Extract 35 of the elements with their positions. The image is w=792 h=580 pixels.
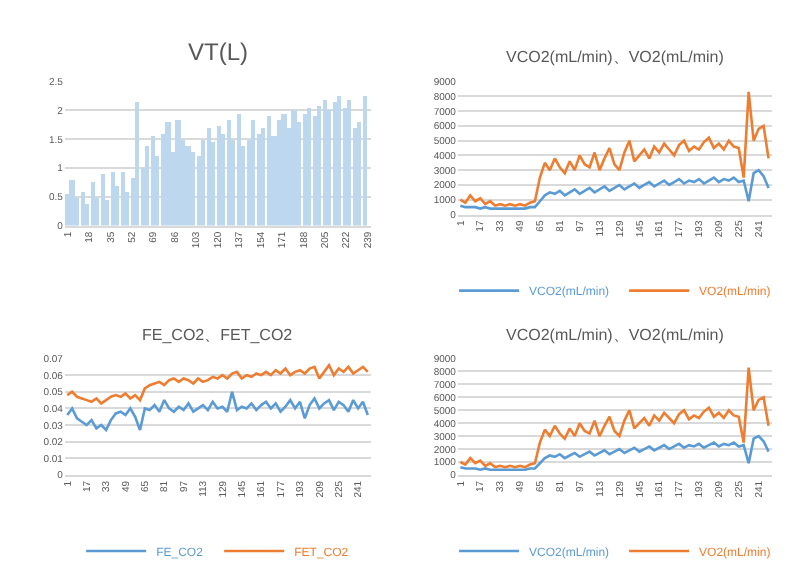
line-series xyxy=(66,390,370,432)
bar xyxy=(236,113,241,226)
bar xyxy=(68,179,75,226)
bar xyxy=(226,119,231,226)
bar xyxy=(120,171,125,226)
chart-title: FE_CO2、FET_CO2 xyxy=(142,326,294,344)
bar xyxy=(302,113,307,226)
bar xyxy=(306,107,311,226)
bar xyxy=(266,115,271,226)
chart-title: VT(L) xyxy=(188,38,249,66)
chart-title: VCO2(mL/min)、VO2(mL/min) xyxy=(506,326,725,344)
bar xyxy=(164,121,171,226)
bar xyxy=(316,105,321,226)
bar xyxy=(150,135,155,226)
bar xyxy=(206,127,211,226)
bar xyxy=(332,101,337,226)
bar xyxy=(216,125,221,226)
line-series xyxy=(459,168,770,210)
line-series xyxy=(459,90,770,207)
bar xyxy=(134,101,139,226)
bar xyxy=(100,173,105,226)
bar xyxy=(346,99,351,226)
bar xyxy=(110,171,115,226)
line-series xyxy=(66,363,370,405)
bar xyxy=(174,119,181,226)
bar xyxy=(362,95,367,226)
bar xyxy=(250,119,255,226)
bar xyxy=(322,99,327,226)
bar xyxy=(80,191,85,226)
line-series xyxy=(459,434,770,472)
chart-title: VCO2(mL/min)、VO2(mL/min) xyxy=(506,48,725,66)
bar xyxy=(336,95,341,226)
bar xyxy=(190,151,195,226)
line-series xyxy=(459,366,770,469)
bar xyxy=(90,181,95,226)
